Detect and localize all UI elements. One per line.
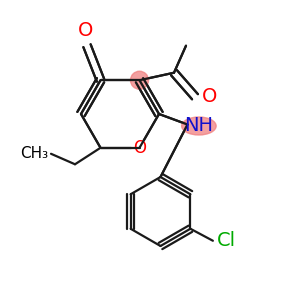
Text: O: O xyxy=(202,87,217,106)
Text: NH: NH xyxy=(184,116,213,135)
Text: CH₃: CH₃ xyxy=(20,146,48,161)
Circle shape xyxy=(132,140,147,155)
Text: O: O xyxy=(133,139,146,157)
Text: Cl: Cl xyxy=(217,231,236,250)
Circle shape xyxy=(130,71,148,89)
Text: O: O xyxy=(78,21,93,40)
Ellipse shape xyxy=(182,117,216,135)
